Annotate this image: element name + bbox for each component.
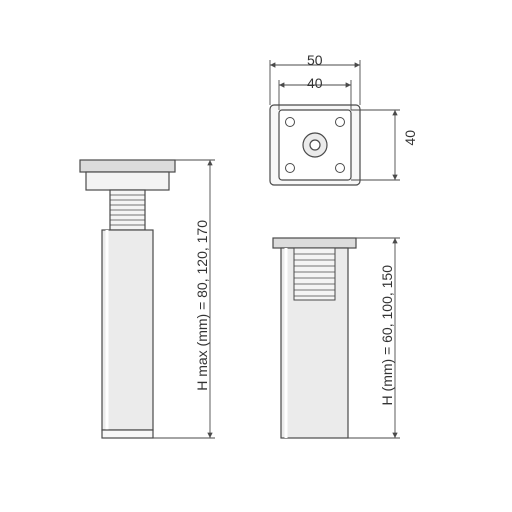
- top-view: [270, 60, 400, 185]
- dim-40w: 40: [307, 75, 323, 91]
- dim-hmax: H max (mm) = 80, 120, 170: [194, 220, 210, 391]
- dim-h: H (mm) = 60, 100, 150: [379, 265, 395, 405]
- drawing-canvas: [0, 0, 512, 512]
- dim-50: 50: [307, 52, 323, 68]
- dim-40h: 40: [402, 130, 418, 146]
